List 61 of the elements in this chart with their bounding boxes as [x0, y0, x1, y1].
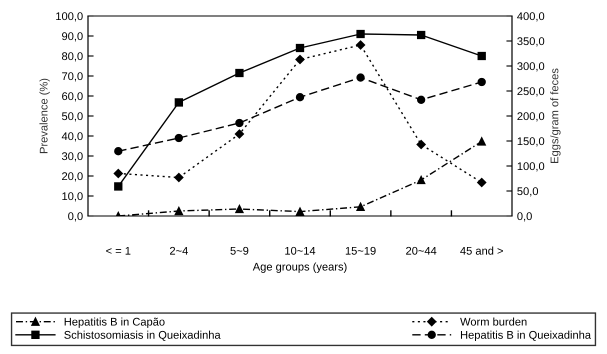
y2-tick-label: 150,0 [518, 137, 544, 146]
y2-tick-label: 0,0 [517, 212, 532, 222]
point [234, 129, 244, 139]
point [296, 207, 304, 216]
y2-tick-label: 100,0 [518, 162, 544, 172]
y-tick-label: 50,0 [62, 112, 83, 122]
point [235, 204, 244, 214]
x-tick-label: 5~9 [230, 246, 248, 255]
point [356, 73, 365, 82]
x-tick-label: < = 1 [106, 246, 130, 255]
y-tick-label: 100,0 [56, 12, 83, 22]
point [296, 44, 304, 52]
point [416, 176, 426, 184]
y2-tick-label: 50,0 [517, 187, 538, 196]
legend-label: Hepatitis B in Capão [64, 318, 165, 328]
point [478, 52, 486, 60]
x-tick-label: 10~14 [285, 246, 316, 255]
y-tick-label: 60,0 [62, 92, 83, 102]
x-tick-label: 15~19 [346, 246, 376, 255]
legend-label: Hepatitis B in Queixadinha [460, 330, 592, 341]
point [478, 78, 486, 86]
point [114, 168, 123, 178]
point [174, 172, 184, 182]
y-tick-label: 80,0 [62, 52, 83, 62]
y-tick-label: 10,0 [62, 192, 83, 202]
point [174, 134, 184, 142]
y2-tick-label: 200,0 [517, 112, 544, 122]
y2-tick-label: 250,0 [517, 87, 544, 96]
point [114, 182, 122, 191]
point [114, 147, 122, 156]
y-tick-label: 0,0 [68, 212, 83, 222]
point [235, 68, 244, 78]
point [356, 30, 365, 38]
y2-tick-label: 400,0 [517, 12, 544, 22]
legend-label: Schistosomiasis in Queixadinha [64, 330, 221, 341]
y2-axis-title: Eggs/gram of feces [550, 68, 561, 163]
y-tick-label: 90,0 [62, 32, 83, 42]
y-axis-title: Prevalence (%) [39, 78, 50, 154]
y2-tick-label: 300,0 [517, 62, 544, 72]
point [416, 30, 426, 40]
point [356, 202, 365, 211]
y-tick-label: 30,0 [62, 152, 83, 162]
y-tick-label: 70,0 [62, 72, 83, 82]
point [478, 137, 486, 146]
point [174, 98, 184, 107]
x-tick-label: 45 and > [460, 246, 503, 255]
y-tick-label: 40,0 [62, 132, 83, 142]
point [416, 96, 426, 104]
point [235, 118, 244, 128]
x-axis-title: Age groups (years) [252, 262, 347, 273]
y2-tick-label: 350,0 [517, 37, 544, 46]
point [356, 40, 366, 50]
y-tick-label: 20,0 [62, 172, 83, 182]
point [174, 206, 184, 216]
legend-label: Worm burden [460, 318, 526, 326]
point [416, 140, 426, 150]
point [296, 93, 304, 102]
x-tick-label: 20~44 [406, 246, 436, 255]
point [295, 54, 305, 64]
x-tick-label: 2~4 [170, 246, 188, 255]
point [477, 178, 486, 188]
